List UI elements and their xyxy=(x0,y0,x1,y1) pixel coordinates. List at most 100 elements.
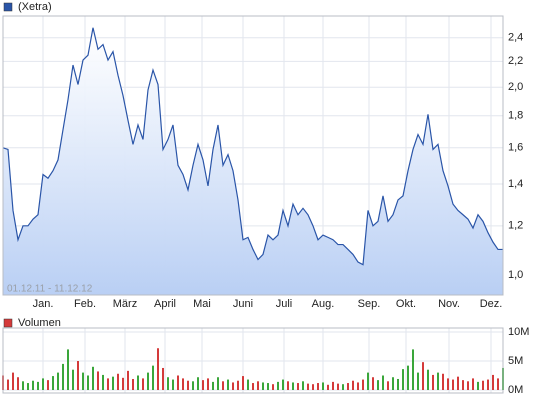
volume-bar xyxy=(102,374,104,390)
volume-bar xyxy=(247,379,249,390)
x-tick-label: Okt. xyxy=(396,298,416,310)
volume-bar xyxy=(357,382,359,390)
volume-bar xyxy=(482,380,484,390)
y-tick-label: 1,0 xyxy=(508,269,523,281)
x-tick-label: März xyxy=(113,298,137,310)
volume-bar xyxy=(422,362,424,390)
volume-bar xyxy=(492,374,494,390)
volume-bar xyxy=(262,382,264,390)
volume-bar xyxy=(432,374,434,390)
volume-bar xyxy=(382,375,384,390)
legend-swatch xyxy=(3,318,13,328)
volume-bar xyxy=(32,380,34,390)
legend-label: (Xetra) xyxy=(18,1,52,13)
volume-bar xyxy=(7,379,9,390)
y-tick-label: 2,2 xyxy=(508,55,523,67)
x-tick-label: Sep. xyxy=(358,298,381,310)
volume-bar xyxy=(142,378,144,390)
x-tick-label: Juli xyxy=(276,298,293,310)
volume-bar xyxy=(22,381,24,390)
volume-bar xyxy=(112,376,114,390)
volume-bar xyxy=(282,379,284,390)
volume-bar xyxy=(17,377,19,390)
volume-bar xyxy=(337,383,339,390)
volume-bar xyxy=(392,377,394,390)
volume-bar xyxy=(387,381,389,390)
volume-bar xyxy=(82,372,84,390)
volume-bar xyxy=(362,379,364,390)
volume-bar xyxy=(167,377,169,390)
volume-bar xyxy=(437,372,439,390)
volume-bar xyxy=(277,381,279,390)
volume-bar xyxy=(87,375,89,390)
volume-bar xyxy=(442,373,444,390)
volume-bar xyxy=(312,384,314,390)
volume-bar xyxy=(162,367,164,390)
volume-bar xyxy=(62,363,64,390)
volume-bar xyxy=(37,381,39,390)
x-tick-label: April xyxy=(154,298,176,310)
y-tick-label: 2,4 xyxy=(508,32,523,44)
volume-bar xyxy=(242,376,244,390)
price-line xyxy=(2,27,503,266)
plot-frame xyxy=(2,15,504,296)
volume-bar xyxy=(42,378,44,390)
volume-bar xyxy=(457,376,459,390)
volume-bar xyxy=(107,378,109,390)
volume-bar xyxy=(227,379,229,390)
volume-bar xyxy=(77,361,79,390)
volume-bar xyxy=(52,376,54,390)
x-tick-label: Mai xyxy=(193,298,211,310)
volume-bar xyxy=(192,381,194,390)
volume-bar xyxy=(462,380,464,390)
volume-bar xyxy=(147,372,149,390)
price-area xyxy=(3,27,503,295)
volume-bar xyxy=(117,373,119,390)
volume-bar xyxy=(92,366,94,390)
volume-bar xyxy=(322,382,324,390)
volume-bar xyxy=(177,375,179,390)
legend-label: Volumen xyxy=(18,317,61,329)
volume-bar xyxy=(332,381,334,390)
volume-bar xyxy=(472,378,474,390)
volume-bar xyxy=(342,384,344,390)
volume-bar xyxy=(97,371,99,390)
plot-frame xyxy=(2,327,504,394)
volume-bar xyxy=(217,377,219,390)
legend-swatch xyxy=(3,2,13,12)
volume-bar xyxy=(182,378,184,390)
y-tick-label: 1,2 xyxy=(508,220,523,232)
volume-bar xyxy=(67,349,69,390)
volume-bar xyxy=(252,383,254,390)
volume-bar xyxy=(417,372,419,390)
volume-bar xyxy=(272,384,274,390)
x-tick-label: Aug. xyxy=(312,298,335,310)
volume-bar xyxy=(317,383,319,390)
volume-bar xyxy=(372,377,374,390)
y-tick-label: 1,4 xyxy=(508,178,523,190)
volume-bar xyxy=(122,377,124,390)
volume-bar xyxy=(212,381,214,390)
volume-bar xyxy=(202,380,204,390)
x-tick-label: Jan. xyxy=(33,298,54,310)
volume-bar xyxy=(237,380,239,390)
volume-bar xyxy=(57,372,59,390)
volume-bar xyxy=(407,365,409,390)
y-tick-label: 2,0 xyxy=(508,81,523,93)
volume-bar xyxy=(157,348,159,390)
volume-bar xyxy=(267,383,269,390)
volume-bar xyxy=(222,381,224,390)
volume-bar xyxy=(307,383,309,390)
volume-bar xyxy=(152,365,154,390)
y-tick-label: 0M xyxy=(508,384,523,396)
volume-bar xyxy=(497,378,499,390)
volume-bar xyxy=(197,377,199,390)
y-tick-label: 1,6 xyxy=(508,142,523,154)
volume-bar xyxy=(257,381,259,390)
volume-bar xyxy=(427,369,429,390)
x-tick-label: Nov. xyxy=(438,298,460,310)
volume-bar xyxy=(137,375,139,390)
volume-bar xyxy=(447,378,449,390)
volume-bar xyxy=(132,378,134,390)
volume-bar xyxy=(352,380,354,390)
